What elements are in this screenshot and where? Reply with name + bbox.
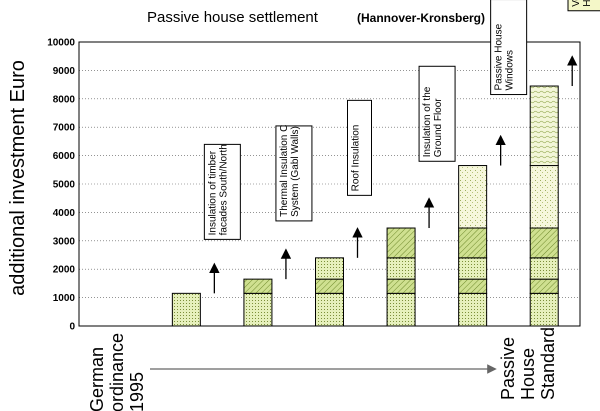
y-tick-label: 1000 (53, 293, 76, 304)
annotation-label: System (Gabl Walls) (290, 126, 301, 217)
x-end-line-1: Passive (498, 337, 518, 400)
bar-segment (458, 165, 488, 229)
bar-segment (529, 278, 559, 294)
annotation-label: Passive House (494, 23, 505, 90)
bar-segment (529, 85, 559, 167)
bar-segment (529, 292, 559, 327)
annotation-box (347, 99, 372, 196)
bar-segment (458, 257, 488, 280)
bar-segment (386, 292, 416, 327)
x-end-line-3: Standard (538, 327, 558, 400)
annotation-label: facades South/North (218, 144, 229, 235)
annotation-box (275, 125, 313, 222)
bar-segment (171, 292, 201, 327)
chart-title: Passive house settlement (147, 9, 319, 26)
bar-segment (315, 278, 344, 294)
y-tick-label: 10000 (47, 38, 75, 49)
y-tick-label: 6000 (53, 151, 76, 162)
x-end-line-2: House (518, 348, 538, 400)
annotation-label: Insulation of the (422, 86, 433, 157)
bar-segment (315, 292, 344, 327)
y-tick-label: 2000 (53, 265, 76, 276)
bar-segment (315, 257, 344, 280)
annotation-box (203, 143, 241, 240)
y-tick-label: 8000 (53, 94, 76, 105)
y-tick-label: 3000 (53, 236, 76, 247)
y-tick-label: 0 (69, 322, 75, 333)
x-start-label: German ordinance 1995 (87, 333, 147, 411)
y-tick-label: 4000 (53, 208, 76, 219)
x-start-line-3: 1995 (127, 372, 147, 411)
y-tick-labels: 0 1000 2000 3000 4000 5000 6000 7000 8000 9000 100… (47, 38, 75, 333)
annotation-label: Insulation of timber (207, 150, 218, 235)
bar-segment (458, 292, 488, 327)
annotation-label: Windows (505, 50, 516, 91)
bar-segment (529, 227, 559, 259)
annotation-label: Heat Recovery (582, 0, 593, 7)
y-tick-label: 7000 (53, 123, 76, 134)
bar-segment (458, 227, 488, 259)
y-tick-label: 9000 (53, 66, 76, 77)
bars (171, 85, 559, 327)
y-axis-label: additional investment Euro (7, 60, 29, 296)
bar-segment (458, 278, 488, 294)
annotation-label: Thermal Insulation C (279, 125, 290, 217)
bar-segment (243, 278, 273, 294)
x-start-line-1: German (87, 347, 107, 411)
annotation-label: Roof Insulation (351, 125, 362, 192)
chart-subtitle: (Hannover-Kronsberg) (357, 11, 485, 25)
x-start-line-2: ordinance (107, 333, 127, 411)
annotation-box (418, 65, 456, 162)
annotation-label: Ventilation with (571, 0, 582, 7)
annotations: Insulation of timber facades South/North T… (203, 0, 600, 294)
y-tick-label: 5000 (53, 180, 76, 191)
bar-segment (529, 165, 559, 229)
bar-segment (243, 292, 273, 327)
annotation-box (567, 0, 600, 12)
bar-segment (386, 227, 416, 259)
annotation-box (490, 0, 528, 96)
x-end-label: Passive House Standard (498, 327, 558, 400)
annotation-label: Ground Floor (433, 98, 444, 158)
bar-segment (386, 257, 416, 280)
bar-segment (386, 278, 416, 294)
bar-segment (529, 257, 559, 280)
